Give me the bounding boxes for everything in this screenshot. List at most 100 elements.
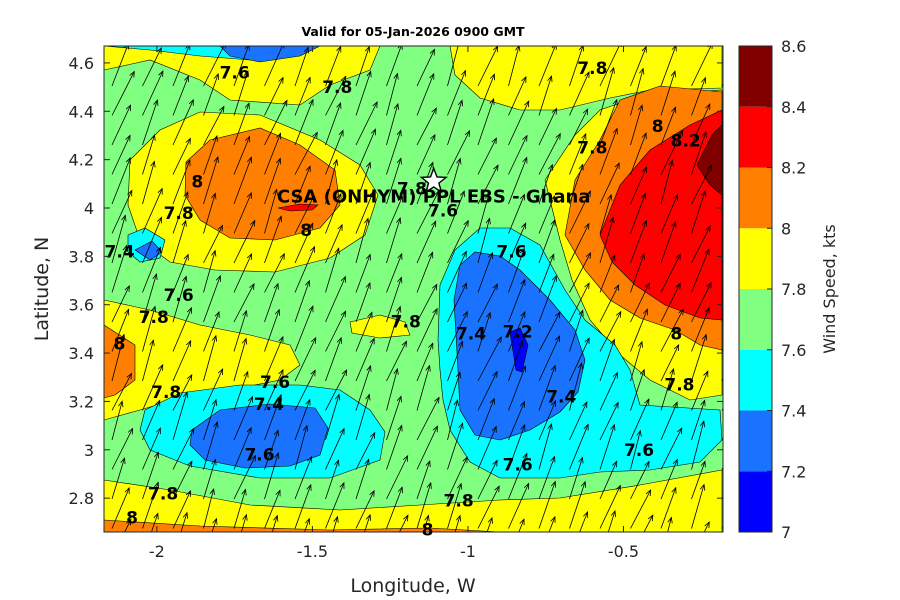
wind-arrow — [691, 371, 709, 411]
wind-arrowhead — [209, 487, 215, 495]
wind-arrowhead — [519, 400, 525, 408]
wind-arrowhead — [673, 344, 680, 351]
wind-arrowhead — [213, 156, 219, 164]
wind-arrowhead — [487, 516, 493, 524]
wind-arrow — [203, 135, 218, 175]
wind-arrowhead — [582, 108, 589, 116]
wind-arrowhead — [585, 190, 591, 198]
wind-arrowhead — [461, 69, 467, 77]
wind-arrowhead — [431, 283, 438, 291]
wind-arrowhead — [272, 188, 278, 196]
wind-arrow — [142, 217, 162, 264]
wind-arrowhead — [700, 189, 707, 197]
colorbar-tick-label: 7.4 — [781, 402, 806, 421]
wind-arrowhead — [308, 305, 314, 313]
wind-arrowhead — [149, 339, 155, 347]
wind-arrowhead — [127, 189, 133, 197]
wind-arrowhead — [282, 99, 288, 107]
wind-arrow — [386, 396, 402, 441]
wind-arrowhead — [368, 190, 374, 198]
wind-arrowhead — [214, 310, 220, 318]
wind-arrow — [660, 160, 673, 205]
wind-arrowhead — [365, 282, 371, 289]
wind-arrow — [386, 158, 402, 205]
wind-arrowhead — [453, 399, 459, 407]
wind-arrow — [111, 190, 133, 234]
wind-arrowhead — [642, 308, 648, 316]
wind-arrow — [111, 309, 129, 352]
wind-arrow — [691, 421, 705, 470]
wind-arrowhead — [520, 193, 526, 201]
wind-arrow — [124, 519, 132, 532]
wind-arrow — [660, 459, 678, 500]
wind-arrowhead — [424, 514, 430, 522]
wind-arrow — [233, 220, 256, 264]
wind-arrowhead — [730, 519, 734, 525]
wind-arrowhead — [153, 512, 159, 520]
wind-arrowhead — [434, 396, 440, 404]
contour-label: 8 — [114, 334, 126, 354]
wind-arrowhead — [644, 460, 650, 468]
wind-arrowhead — [431, 220, 437, 228]
wind-arrow — [294, 47, 309, 87]
wind-arrowhead — [150, 160, 156, 168]
wind-arrow — [599, 99, 618, 146]
wind-arrowhead — [583, 511, 589, 518]
wind-arrow — [447, 70, 466, 116]
wind-arrowhead — [519, 518, 525, 526]
wind-arrowhead — [461, 282, 468, 290]
wind-arrow — [233, 310, 247, 352]
wind-arrow — [538, 75, 552, 116]
wind-arrowhead — [188, 98, 194, 106]
wind-arrowhead — [211, 334, 218, 342]
wind-arrow — [643, 514, 654, 532]
wind-arrow — [416, 343, 434, 382]
wind-arrowhead — [124, 487, 130, 494]
wind-arrow — [203, 225, 223, 264]
wind-arrow — [660, 194, 679, 234]
wind-arrow — [477, 252, 493, 293]
wind-arrowhead — [730, 313, 734, 319]
wind-arrow — [660, 368, 674, 411]
wind-arrowhead — [610, 510, 616, 518]
wind-arrow — [233, 489, 246, 529]
wind-arrowhead — [489, 97, 495, 105]
wind-arrowhead — [458, 422, 464, 430]
wind-arrowhead — [582, 401, 588, 409]
wind-arrow — [416, 162, 434, 205]
wind-arrowhead — [217, 224, 223, 232]
wind-arrowhead — [578, 309, 584, 317]
wind-arrowhead — [432, 425, 438, 433]
wind-arrowhead — [276, 215, 283, 223]
wind-arrow — [599, 485, 621, 529]
contour-label: 7.8 — [397, 180, 427, 200]
wind-arrow — [477, 46, 499, 87]
wind-arrow — [294, 223, 314, 264]
wind-arrowhead — [637, 340, 644, 348]
wind-arrow — [721, 525, 723, 529]
wind-arrow — [264, 369, 284, 411]
wind-arrow — [233, 396, 253, 441]
wind-arrow — [508, 157, 528, 205]
wind-arrowhead — [305, 279, 311, 287]
wind-arrowhead — [125, 156, 131, 164]
wind-arrowhead — [305, 76, 311, 84]
wind-arrowhead — [241, 337, 248, 345]
wind-arrow — [508, 194, 525, 234]
wind-arrow — [569, 252, 591, 293]
wind-arrowhead — [522, 156, 528, 164]
wind-arrowhead — [181, 219, 187, 227]
wind-arrowhead — [492, 370, 498, 378]
wind-arrow — [386, 196, 403, 234]
wind-arrowhead — [125, 104, 131, 112]
wind-arrowhead — [340, 310, 347, 318]
y-tick-label: 4.4 — [69, 102, 94, 121]
wind-arrowhead — [183, 191, 189, 199]
wind-arrow — [569, 310, 584, 352]
wind-arrowhead — [609, 66, 615, 74]
wind-arrowhead — [700, 399, 706, 407]
wind-arrowhead — [273, 514, 279, 522]
wind-vector-field — [111, 46, 734, 532]
wind-arrow — [599, 255, 616, 293]
wind-arrowhead — [155, 427, 161, 435]
